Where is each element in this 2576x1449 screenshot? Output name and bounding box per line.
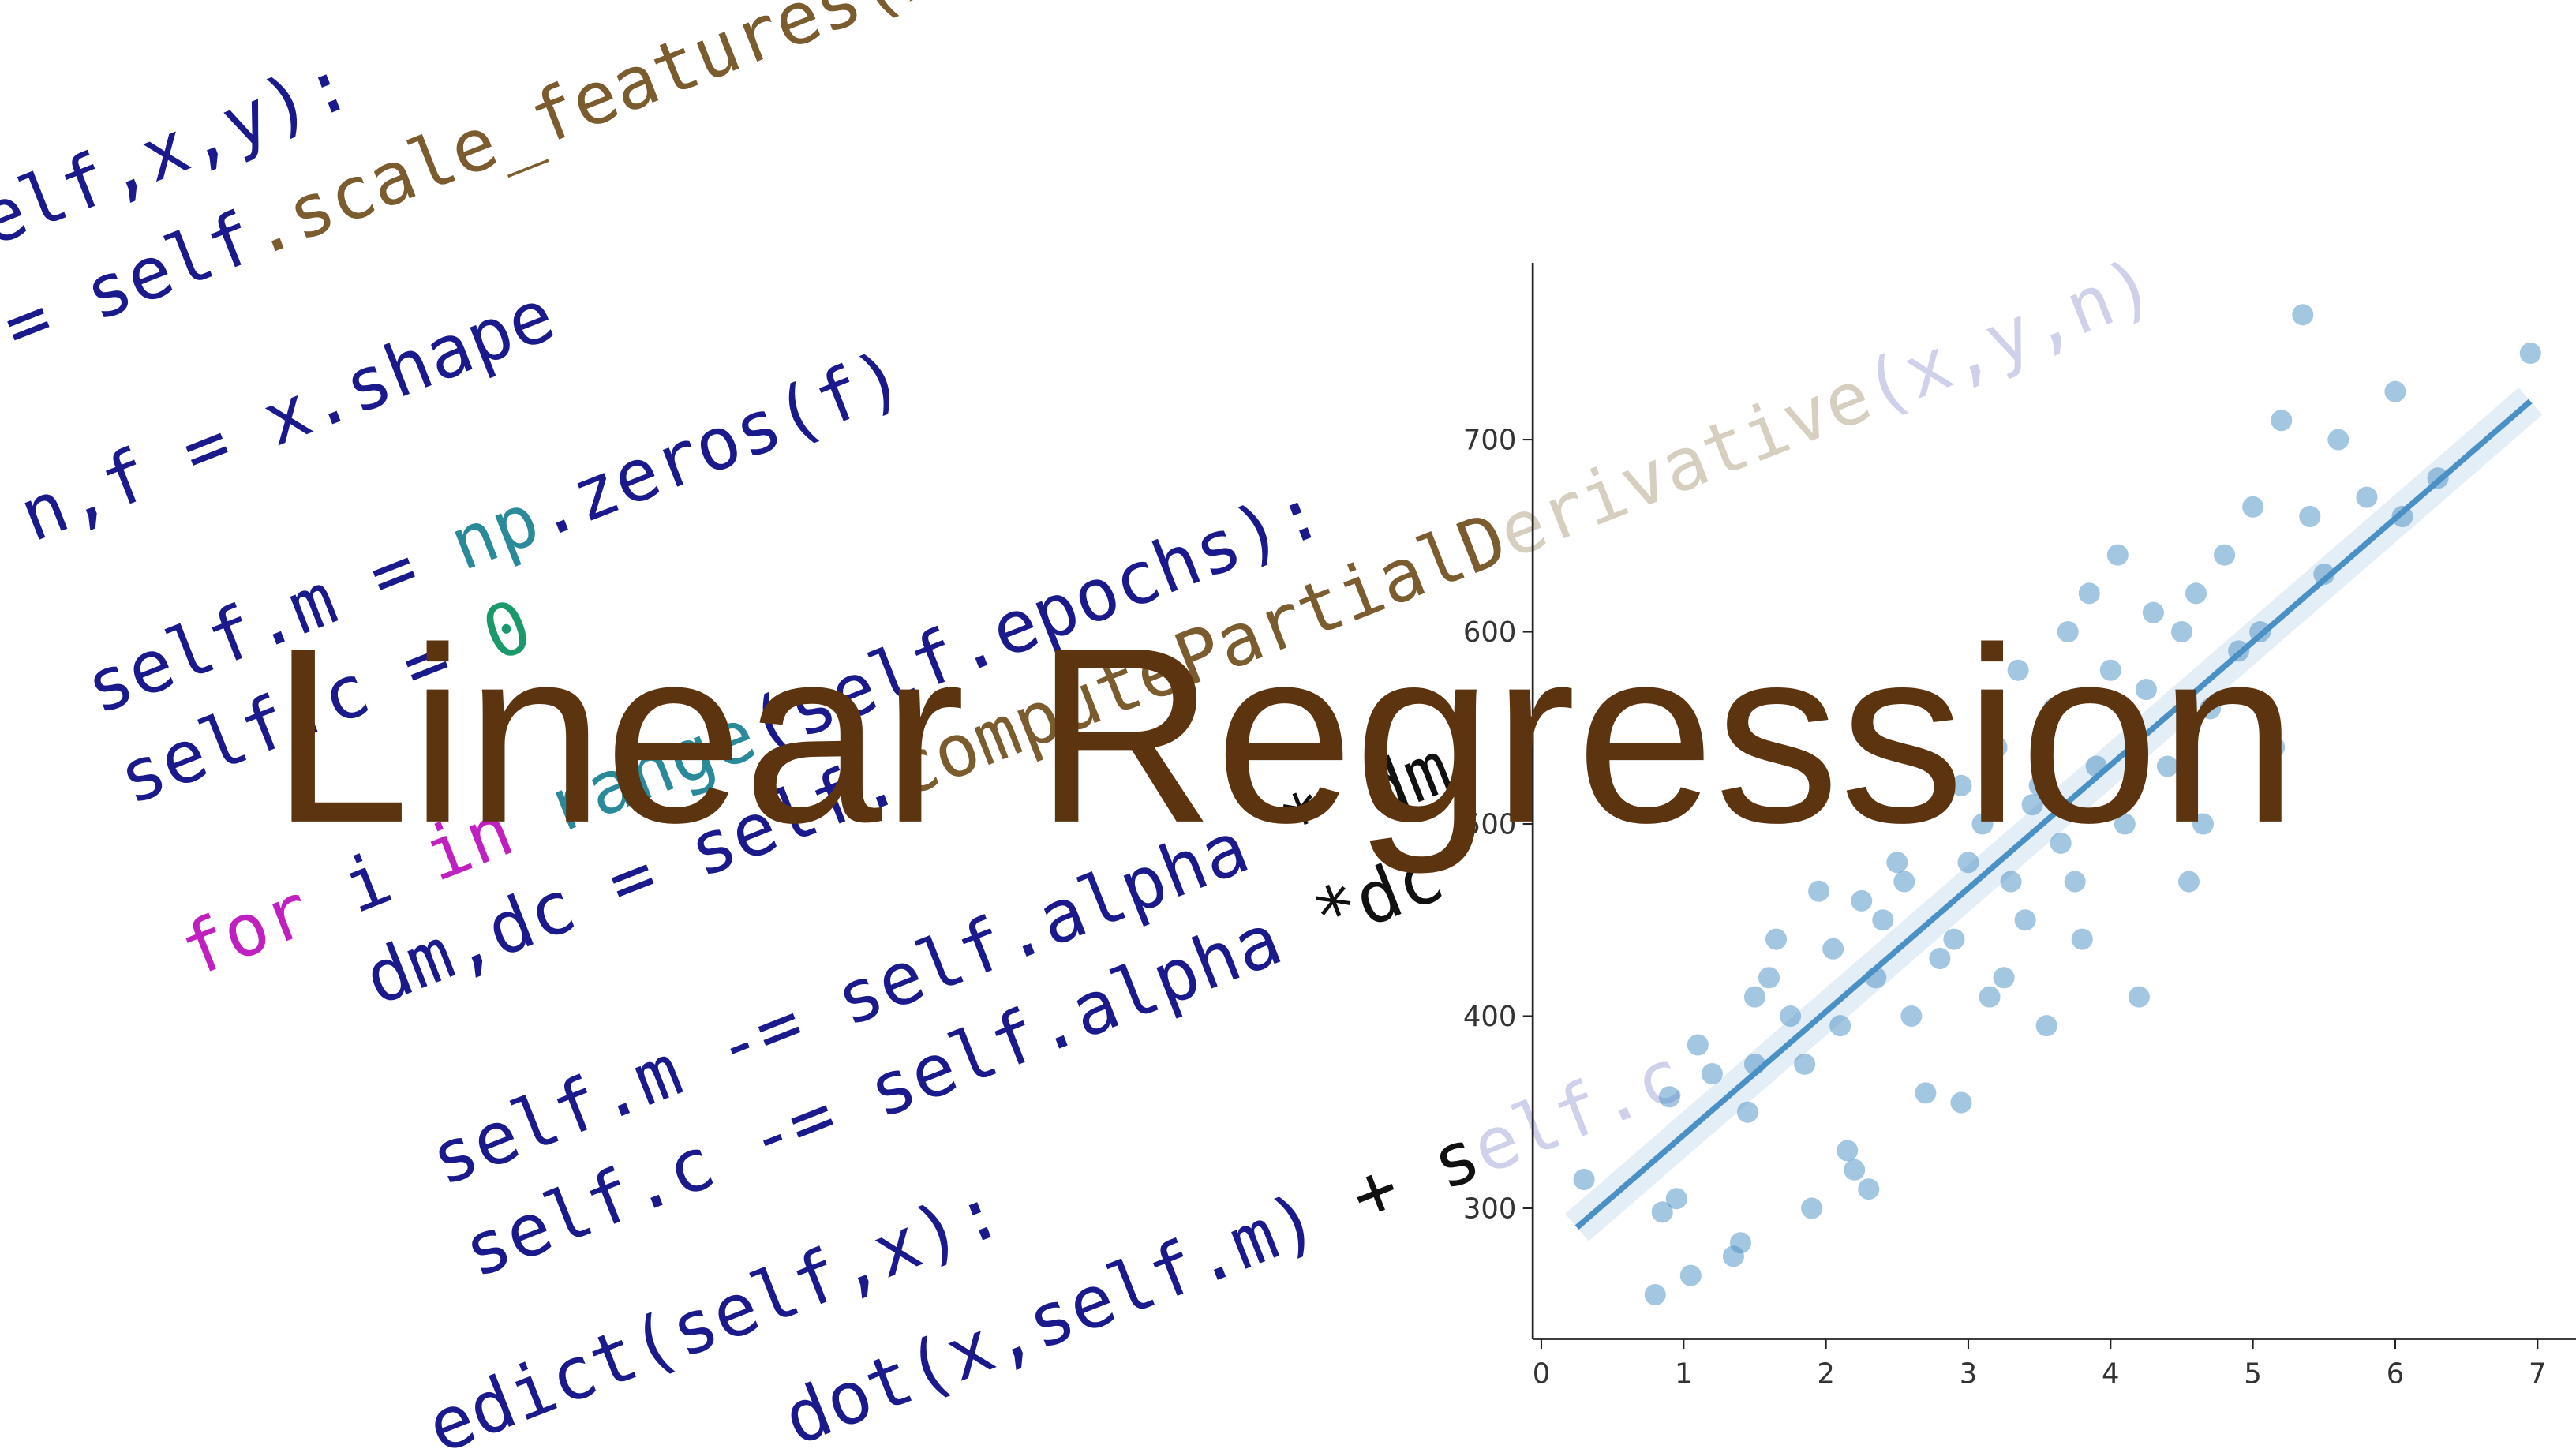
point [2384, 380, 2406, 402]
point [2356, 486, 2378, 508]
point [2327, 429, 2349, 451]
point [2263, 736, 2286, 758]
point [1743, 986, 1766, 1008]
y-tick-label: 400 [1463, 1001, 1517, 1033]
point [2035, 1015, 2057, 1037]
point [1794, 1053, 1816, 1075]
point [1837, 1140, 1859, 1162]
point [1915, 1082, 1937, 1104]
x-tick-label: 0 [1533, 1358, 1551, 1391]
point [1851, 889, 1873, 912]
point [1573, 1168, 1595, 1190]
point [1872, 909, 1894, 931]
point [1701, 1063, 1723, 1085]
point [2106, 544, 2129, 566]
point [2135, 679, 2157, 701]
point [2050, 832, 2072, 854]
x-tick-label: 4 [2102, 1358, 2120, 1391]
point [2142, 601, 2164, 623]
point [1886, 852, 1908, 874]
y-tick-label: 700 [1463, 425, 1517, 457]
point [2200, 698, 2222, 720]
point [1950, 774, 1972, 796]
point [1679, 1264, 1702, 1286]
point [2114, 813, 2136, 835]
point [2156, 755, 2178, 777]
y-tick-label: 600 [1463, 616, 1517, 649]
point [1993, 967, 2015, 989]
point [1808, 880, 1830, 902]
point [2014, 909, 2036, 931]
point [2007, 659, 2029, 681]
point [1801, 1197, 1823, 1219]
point [1829, 1015, 1852, 1037]
title: Linear Regression [271, 597, 2297, 876]
point [2028, 774, 2050, 796]
point [2192, 813, 2215, 835]
point [2021, 794, 2043, 816]
point [1929, 947, 1951, 969]
x-tick-label: 5 [2244, 1358, 2262, 1391]
point [2042, 698, 2065, 720]
point [2299, 505, 2321, 527]
point [2177, 871, 2200, 893]
point [1950, 1091, 1972, 1114]
point [2271, 410, 2293, 432]
x-tick-label: 6 [2387, 1358, 2405, 1391]
point [1822, 938, 1844, 960]
point [2000, 871, 2022, 893]
code-token: (x,y,n) [1852, 242, 2166, 432]
point [1665, 1188, 1687, 1210]
point [2064, 871, 2086, 893]
point [1687, 1034, 1709, 1056]
point [1651, 1201, 1673, 1223]
scatter-chart: 300 400 500 600 700 0 1 2 3 4 5 6 7 [1463, 263, 2576, 1391]
y-tick-label: 300 [1463, 1193, 1517, 1225]
point [1893, 871, 1915, 893]
x-tick-label: 2 [1817, 1358, 1835, 1391]
x-tick-label: 7 [2529, 1358, 2547, 1391]
x-tick-label: 1 [1675, 1358, 1693, 1391]
point [2242, 496, 2264, 518]
point [2078, 582, 2100, 605]
point [2214, 544, 2236, 566]
point [1957, 852, 1979, 874]
code-token: .zeros(f) [519, 333, 915, 555]
point [2128, 986, 2150, 1008]
point [1644, 1284, 1666, 1306]
point [1900, 1005, 1923, 1028]
point [1858, 1178, 1880, 1200]
point [1943, 928, 1965, 950]
code-token: .scale_features(x) [234, 0, 994, 274]
point [1844, 1159, 1866, 1181]
point [2313, 563, 2335, 586]
y-tick-label: 500 [1463, 809, 1517, 841]
fit-line [1574, 399, 2533, 1230]
point [1729, 1232, 1751, 1254]
code-token: erivative [1487, 353, 1882, 575]
point [1758, 967, 1780, 989]
point [1971, 813, 1994, 835]
point [1765, 928, 1788, 950]
point [2057, 621, 2079, 643]
point [1979, 986, 2001, 1008]
point [2292, 304, 2314, 326]
point [2519, 342, 2541, 365]
point [2170, 621, 2193, 643]
point [2071, 928, 2093, 950]
point [1986, 736, 2008, 758]
x-tick-label: 3 [1960, 1358, 1978, 1391]
point [1658, 1086, 1680, 1108]
point [1736, 1101, 1758, 1123]
point [2185, 582, 2207, 605]
point [1780, 1005, 1802, 1028]
point [2099, 659, 2121, 681]
